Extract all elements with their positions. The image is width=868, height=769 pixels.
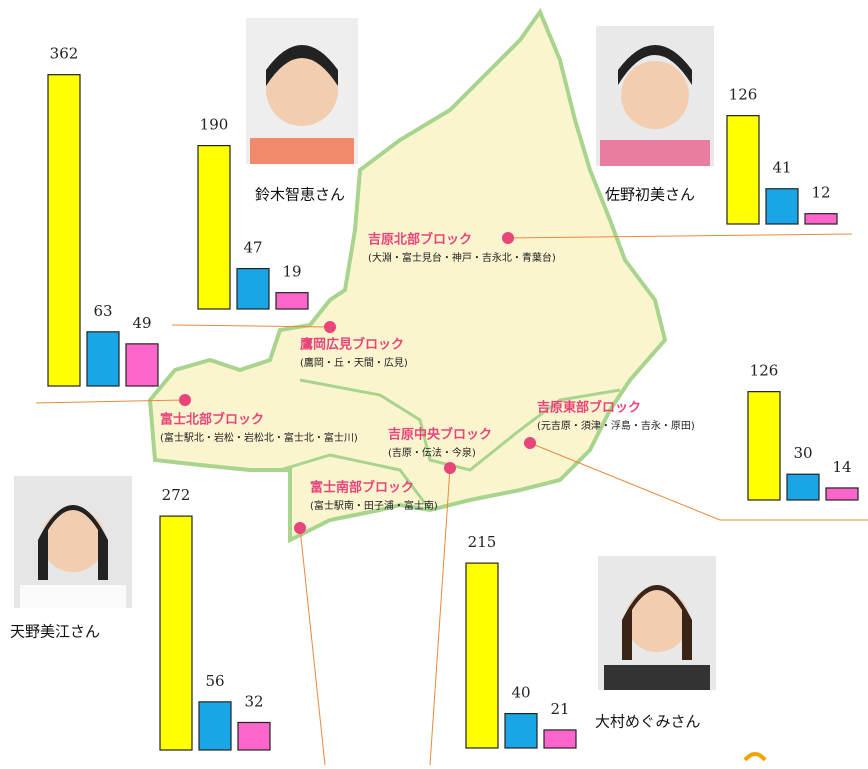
bar-value: 40 xyxy=(511,684,530,702)
bar xyxy=(48,75,80,386)
block-dot xyxy=(502,232,514,244)
bar-value: 19 xyxy=(282,263,301,281)
block-name: 鷹岡広見ブロック xyxy=(300,337,404,353)
block-dot xyxy=(524,437,536,449)
block-areas: (大淵・富士見台・神戸・吉永北・青葉台) xyxy=(368,251,556,264)
bar-value: 272 xyxy=(162,486,191,504)
bar xyxy=(544,730,576,748)
person-name: 大村めぐみさん xyxy=(595,713,700,731)
photo xyxy=(598,556,716,690)
photo xyxy=(14,476,132,608)
infographic: 吉原北部ブロック (大淵・富士見台・神戸・吉永北・青葉台) 鷹岡広見ブロック (鷹岡・… xyxy=(0,0,868,765)
bar-value: 215 xyxy=(468,533,497,551)
bar-value: 47 xyxy=(243,239,262,257)
photo xyxy=(596,26,714,166)
bar-value: 63 xyxy=(93,302,112,320)
bar xyxy=(466,563,498,748)
block-dot xyxy=(294,522,306,534)
bar-value: 32 xyxy=(244,692,263,710)
bar-value: 12 xyxy=(811,184,830,202)
bar xyxy=(748,392,780,500)
photo xyxy=(246,18,358,164)
bar-value: 362 xyxy=(50,45,79,63)
bar xyxy=(766,189,798,224)
person-name: 天野美江さん xyxy=(10,623,100,641)
block-dot xyxy=(324,321,336,333)
bar-value: 190 xyxy=(200,116,229,134)
block-name: 富士北部ブロック xyxy=(160,412,264,428)
bar xyxy=(199,702,231,750)
bar xyxy=(237,269,269,309)
bar xyxy=(126,344,158,386)
bar xyxy=(727,116,759,224)
block-name: 吉原北部ブロック xyxy=(368,232,472,248)
leader-line xyxy=(300,528,325,765)
block-areas: (吉原・伝法・今泉) xyxy=(388,446,476,459)
bar-value: 14 xyxy=(832,458,851,476)
block-dot xyxy=(179,394,191,406)
bar xyxy=(826,488,858,500)
bar-value: 126 xyxy=(729,86,758,104)
block-areas: (富士駅北・岩松・岩松北・富士北・富士川) xyxy=(160,431,358,444)
bar-value: 56 xyxy=(205,672,224,690)
block-name: 吉原中央ブロック xyxy=(388,427,492,443)
bar-value: 30 xyxy=(793,444,812,462)
bar-value: 126 xyxy=(750,362,779,380)
block-areas: (鷹岡・丘・天間・広見) xyxy=(300,356,408,369)
bar-value: 41 xyxy=(772,159,791,177)
bar xyxy=(160,516,192,750)
block-dot xyxy=(444,462,456,474)
bar xyxy=(276,293,308,309)
bar xyxy=(87,332,119,386)
person-name: 佐野初美さん xyxy=(605,186,695,204)
person-name: 鈴木智恵さん xyxy=(255,186,345,204)
bar xyxy=(238,722,270,750)
block-areas: (元吉原・須津・浮島・吉永・原田) xyxy=(537,419,695,432)
bar xyxy=(787,474,819,500)
bar xyxy=(198,146,230,309)
decoration xyxy=(745,754,765,760)
leader-line xyxy=(430,468,450,765)
bar-value: 49 xyxy=(132,314,151,332)
bar xyxy=(505,714,537,748)
bar-value: 21 xyxy=(550,700,569,718)
block-name: 吉原東部ブロック xyxy=(537,400,641,416)
block-name: 富士南部ブロック xyxy=(310,480,414,496)
block-areas: (富士駅南・田子浦・富士南) xyxy=(310,499,438,512)
bar xyxy=(805,214,837,224)
